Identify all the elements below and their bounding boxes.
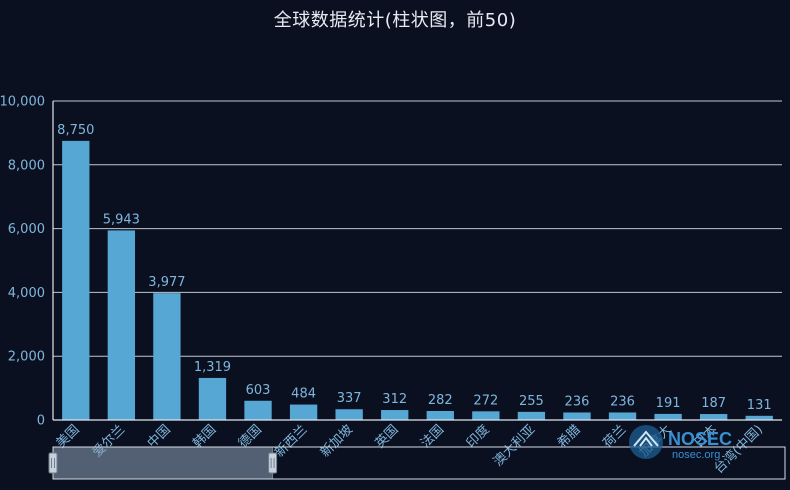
- data-label: 272: [473, 393, 498, 408]
- data-label: 1,319: [194, 360, 231, 375]
- bar[interactable]: [381, 410, 409, 420]
- data-zoom-slider[interactable]: [48, 446, 786, 480]
- zoom-handle-right[interactable]: [268, 452, 278, 474]
- zoom-handle-grip[interactable]: [48, 452, 58, 474]
- watermark-site: nosec.org: [672, 449, 720, 461]
- bar[interactable]: [426, 411, 454, 420]
- data-label: 236: [610, 394, 635, 409]
- watermark-brand: NOSEC: [668, 429, 732, 449]
- bar[interactable]: [563, 412, 591, 420]
- bar[interactable]: [745, 415, 773, 420]
- x-tick-label: 新西兰: [272, 422, 311, 461]
- y-tick-label: 6,000: [8, 222, 45, 237]
- data-labels: 8,750 5,943 3,977 1,319 603 484 337 312 282 272 25…: [57, 123, 771, 413]
- data-label: 3,977: [148, 275, 185, 290]
- chart-title: 全球数据统计(柱状图，前50): [273, 10, 517, 31]
- y-tick-label: 8,000: [8, 158, 45, 173]
- y-axis-ticks: 0 2,000 4,000 6,000 8,000 10,000: [0, 95, 45, 429]
- x-tick-label: 新加坡: [317, 422, 356, 461]
- bar[interactable]: [62, 140, 90, 420]
- data-label: 603: [246, 383, 271, 398]
- data-label: 187: [701, 396, 726, 411]
- bar[interactable]: [472, 411, 500, 420]
- bar[interactable]: [699, 414, 728, 420]
- zoom-handle-left[interactable]: [48, 452, 58, 474]
- bar[interactable]: [608, 412, 637, 420]
- bar[interactable]: [335, 409, 363, 420]
- x-tick-label: 澳大利亚: [490, 422, 538, 470]
- grid-lines: [53, 100, 782, 357]
- data-label: 131: [747, 398, 772, 413]
- bar[interactable]: [517, 411, 546, 420]
- nosec-logo-icon: NOSEC nosec.org: [629, 425, 732, 461]
- y-tick-label: 0: [37, 414, 45, 429]
- data-label: 484: [291, 387, 316, 402]
- bar[interactable]: [153, 293, 181, 420]
- bars[interactable]: [62, 140, 773, 420]
- bar[interactable]: [654, 413, 682, 420]
- data-label: 337: [337, 391, 362, 406]
- bar[interactable]: [244, 400, 272, 420]
- data-label: 5,943: [103, 212, 140, 227]
- bar[interactable]: [107, 230, 136, 420]
- data-label: 255: [519, 394, 544, 409]
- y-tick-label: 10,000: [0, 95, 45, 110]
- y-tick-label: 4,000: [8, 286, 45, 301]
- data-label: 191: [656, 396, 681, 411]
- y-tick-label: 2,000: [8, 350, 45, 365]
- data-label: 236: [565, 394, 590, 409]
- bar[interactable]: [289, 404, 318, 420]
- data-label: 282: [428, 393, 453, 408]
- zoom-handle-grip[interactable]: [268, 452, 278, 474]
- nosec-watermark: NOSEC nosec.org: [626, 420, 746, 464]
- data-label: 312: [382, 392, 407, 407]
- zoom-window[interactable]: [52, 446, 274, 480]
- data-label: 8,750: [57, 123, 94, 138]
- bar[interactable]: [198, 377, 227, 420]
